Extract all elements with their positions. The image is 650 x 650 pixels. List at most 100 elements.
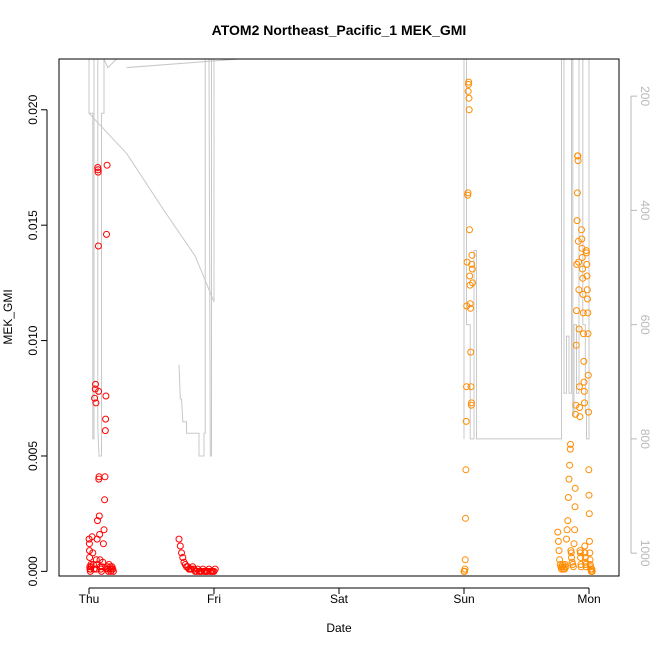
- data-point: [101, 496, 109, 504]
- data-point: [94, 242, 102, 250]
- x-tick-label: Sun: [453, 592, 474, 606]
- data-point: [465, 80, 472, 88]
- data-point: [176, 542, 184, 550]
- data-point: [580, 378, 588, 386]
- data-point: [573, 307, 580, 315]
- right-tick-label: 1000: [638, 540, 650, 567]
- data-point: [583, 260, 591, 268]
- y-tick-label: 0.010: [26, 325, 40, 355]
- x-tick-label: Sat: [330, 592, 349, 606]
- data-point: [94, 168, 102, 176]
- data-point: [580, 387, 588, 395]
- data-point: [579, 290, 587, 298]
- data-point: [92, 380, 99, 388]
- data-point: [98, 567, 105, 575]
- altitude-segment: [178, 58, 214, 457]
- data-point: [585, 510, 593, 518]
- right-tick-label: 400: [638, 200, 650, 220]
- data-point: [95, 512, 103, 520]
- data-point: [465, 78, 473, 86]
- data-point: [572, 341, 580, 349]
- x-axis: Thu Fri Sat Sun Mon: [79, 587, 601, 606]
- data-point: [461, 556, 469, 564]
- data-point: [100, 526, 108, 534]
- data-point: [584, 330, 592, 338]
- data-point: [211, 565, 219, 573]
- data-point: [94, 166, 102, 174]
- x-tick-label: Mon: [577, 592, 600, 606]
- data-point: [563, 526, 571, 534]
- data-point: [89, 549, 97, 557]
- data-point: [571, 503, 579, 511]
- data-point: [465, 106, 473, 114]
- data-point: [564, 517, 572, 525]
- data-point: [585, 466, 593, 474]
- data-point: [565, 475, 573, 483]
- data-point: [584, 371, 592, 379]
- data-point: [577, 554, 585, 561]
- data-point: [564, 494, 572, 501]
- data-point: [563, 535, 570, 543]
- data-point: [585, 408, 592, 416]
- data-point: [175, 535, 183, 543]
- data-point: [562, 563, 570, 571]
- data-point: [574, 152, 582, 160]
- data-point: [578, 235, 586, 243]
- data-point: [464, 87, 472, 95]
- data-point: [581, 549, 589, 557]
- data-point: [586, 549, 594, 557]
- altitude-trace: [88, 58, 590, 457]
- right-tick-label: 200: [638, 86, 650, 106]
- y-tick-label: 0.015: [26, 210, 40, 240]
- data-point: [571, 484, 579, 492]
- data-point: [467, 383, 475, 391]
- data-point: [580, 330, 587, 338]
- data-point: [556, 556, 564, 564]
- data-point: [554, 537, 562, 545]
- data-point: [570, 540, 578, 548]
- data-point: [466, 272, 474, 280]
- data-point: [468, 399, 475, 407]
- data-point: [179, 554, 187, 561]
- data-point: [101, 473, 109, 481]
- data-point: [576, 413, 584, 421]
- data-point: [571, 526, 579, 534]
- data-point: [178, 549, 185, 557]
- data-point: [583, 249, 590, 257]
- data-point: [464, 189, 472, 197]
- data-point: [461, 565, 469, 573]
- data-point: [98, 563, 106, 571]
- data-point: [102, 392, 110, 400]
- data-point: [576, 404, 584, 411]
- data-point: [581, 399, 588, 407]
- data-point: [95, 475, 103, 483]
- data-point: [92, 556, 100, 564]
- data-point: [573, 260, 581, 268]
- data-point: [573, 189, 581, 197]
- data-point: [569, 563, 577, 571]
- data-point: [576, 549, 584, 557]
- data-point: [566, 445, 574, 453]
- data-point: [468, 265, 476, 273]
- data-point: [462, 514, 469, 522]
- data-point: [109, 567, 117, 575]
- data-point: [574, 157, 582, 165]
- data-point: [99, 540, 107, 548]
- x-tick-label: Thu: [79, 592, 100, 606]
- data-point: [101, 427, 109, 435]
- data-point: [86, 567, 94, 575]
- data-point: [467, 348, 475, 356]
- data-point: [573, 217, 581, 225]
- data-point: [575, 258, 583, 266]
- data-point: [578, 254, 586, 261]
- chart-title: ATOM2 Northeast_Pacific_1 MEK_GMI: [212, 22, 467, 38]
- data-point: [94, 164, 102, 171]
- data-point: [579, 265, 586, 273]
- y-axis: 0.000 0.005 0.010 0.015 0.020: [26, 94, 48, 586]
- y-axis-label: MEK_GMI: [1, 289, 15, 344]
- data-point: [584, 295, 591, 303]
- data-point: [575, 325, 583, 333]
- altitude-segment: [463, 58, 590, 440]
- right-axis: 200 400 600 800 1000: [630, 86, 650, 567]
